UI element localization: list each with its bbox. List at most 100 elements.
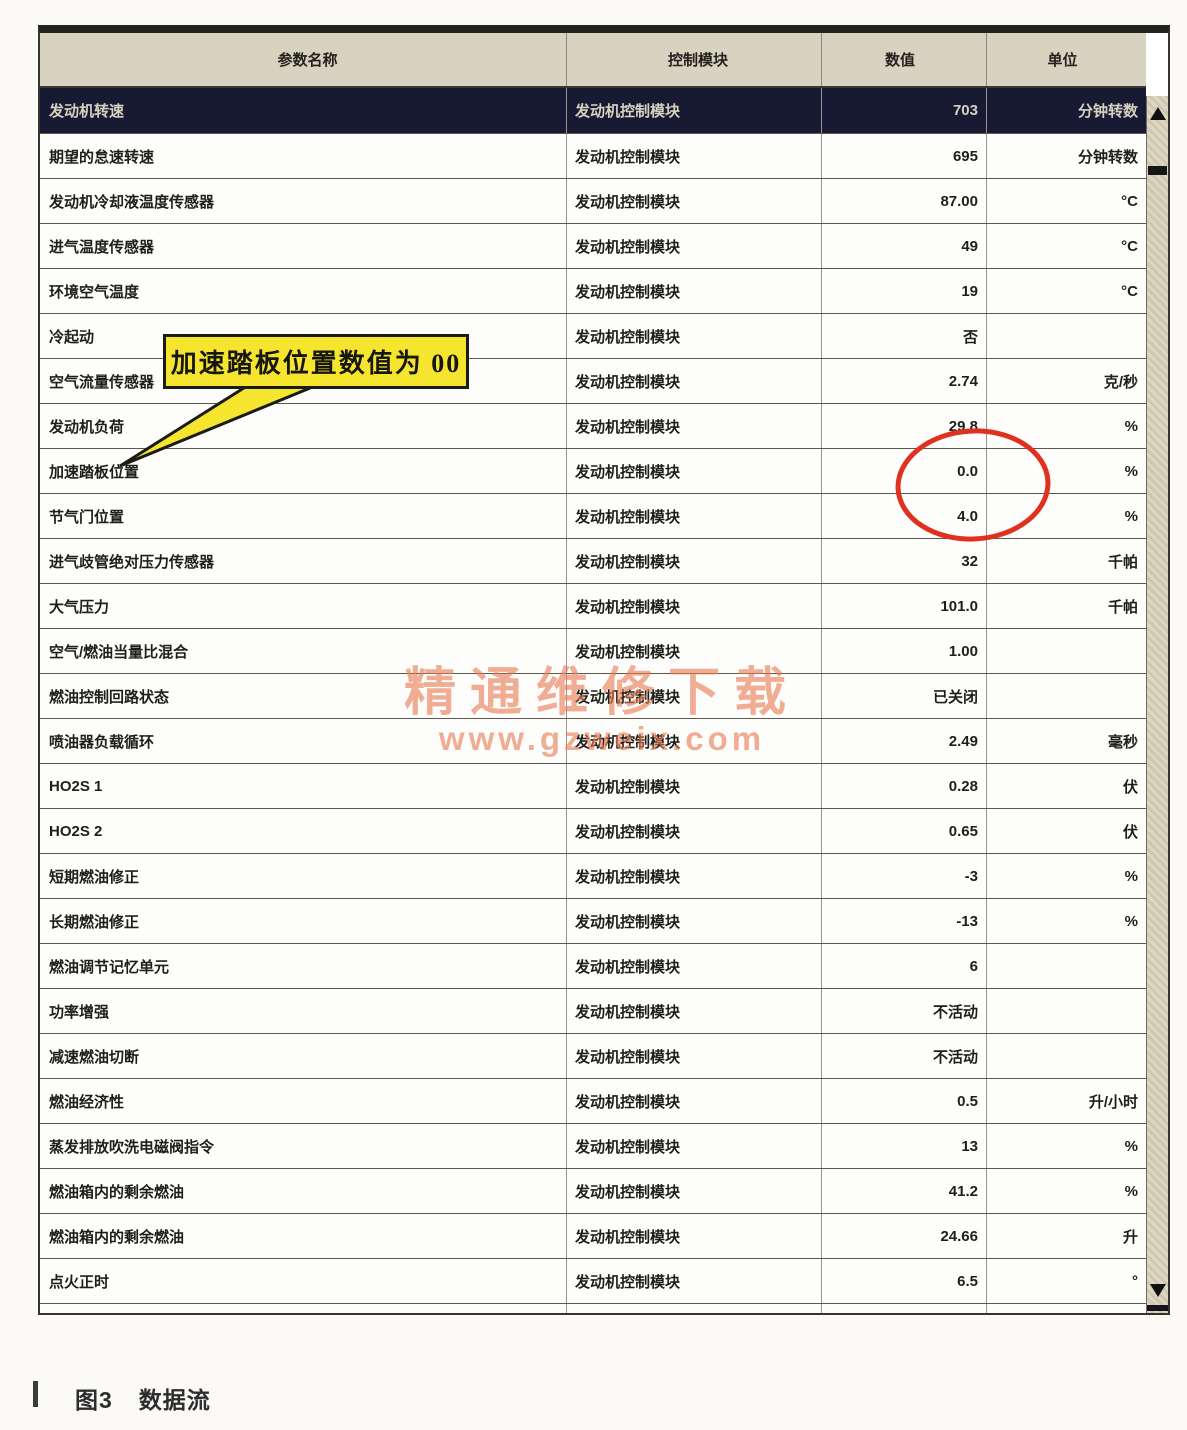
value-cell: 695 xyxy=(822,134,987,178)
table-row[interactable]: 燃油箱内的剩余燃油 发动机控制模块 41.2 % xyxy=(40,1168,1146,1213)
unit-cell xyxy=(987,1304,1146,1313)
value-cell: 101.0 xyxy=(822,584,987,628)
unit-cell: °C xyxy=(1121,237,1138,255)
parameter-name-cell: 长期燃油修正 xyxy=(40,899,567,943)
control-module-cell: 发动机控制模块 xyxy=(567,314,822,358)
unit-cell: % xyxy=(1124,417,1138,435)
table-row[interactable]: 燃油箱内的剩余燃油 发动机控制模块 24.66 升 xyxy=(40,1213,1146,1258)
table-row[interactable]: 空气/燃油当量比混合 发动机控制模块 1.00 xyxy=(40,628,1146,673)
caption-tick-bar xyxy=(33,1381,38,1407)
control-module-cell: 发动机控制模块 xyxy=(567,854,822,898)
scrollbar-thumb[interactable] xyxy=(1148,166,1167,175)
parameter-name-cell: 短期燃油修正 xyxy=(40,854,567,898)
unit-cell: ° xyxy=(1132,1272,1138,1290)
value-cell: 0.65 xyxy=(822,809,987,853)
table-row[interactable]: 进气温度传感器 发动机控制模块 49 °C xyxy=(40,223,1146,268)
table-row[interactable]: 节气门位置 发动机控制模块 4.0 % xyxy=(40,493,1146,538)
parameter-name-cell: 环境空气温度 xyxy=(40,269,567,313)
column-header-module[interactable]: 控制模块 xyxy=(567,33,822,86)
table-row[interactable]: 蒸发排放吹洗电磁阀指令 发动机控制模块 13 % xyxy=(40,1123,1146,1168)
table-row[interactable]: 燃油经济性 发动机控制模块 0.5 升/小时 xyxy=(40,1078,1146,1123)
table-header-row: 参数名称 控制模块 数值 单位 xyxy=(40,33,1146,88)
value-cell: 32 xyxy=(822,539,987,583)
control-module-cell: 发动机控制模块 xyxy=(567,719,822,763)
value-cell: 2.49 xyxy=(822,719,987,763)
scrollbar-end-bar xyxy=(1147,1305,1168,1311)
table-row[interactable]: 环境空气温度 发动机控制模块 19 °C xyxy=(40,268,1146,313)
parameter-name-cell: 点火正时 xyxy=(40,1259,567,1303)
unit-cell xyxy=(987,629,1146,673)
table-row[interactable]: 发动机冷却液温度传感器 发动机控制模块 87.00 °C xyxy=(40,178,1146,223)
value-cell: 49 xyxy=(822,224,987,268)
unit-cell: 分钟转数 xyxy=(1077,148,1138,166)
table-row[interactable]: 加速踏板位置 发动机控制模块 0.0 % xyxy=(40,448,1146,493)
column-header-unit[interactable]: 单位 xyxy=(1047,52,1078,69)
parameter-name-cell: 燃油箱内的剩余燃油 xyxy=(40,1169,567,1213)
table-row[interactable]: 短期燃油修正 发动机控制模块 -3 % xyxy=(40,853,1146,898)
table-row[interactable]: 长期燃油修正 发动机控制模块 -13 % xyxy=(40,898,1146,943)
value-cell: 2.74 xyxy=(822,359,987,403)
table-row[interactable]: 减速燃油切断 发动机控制模块 不活动 xyxy=(40,1033,1146,1078)
table-row[interactable]: 点火正时 发动机控制模块 6.5 ° xyxy=(40,1258,1146,1303)
parameter-name-cell: 节气门位置 xyxy=(40,494,567,538)
parameter-name-cell: HO2S 2 xyxy=(40,809,567,853)
value-cell: 41.2 xyxy=(822,1169,987,1213)
callout-accelerator-pedal: 加速踏板位置数值为 00 xyxy=(163,334,469,389)
value-cell: 6.5 xyxy=(822,1259,987,1303)
table-row[interactable]: 喷油器负载循环 发动机控制模块 2.49 毫秒 xyxy=(40,718,1146,763)
control-module-cell: 发动机控制模块 xyxy=(567,179,822,223)
value-cell: 29.8 xyxy=(822,404,987,448)
parameter-name-cell: 功率增强 xyxy=(40,989,567,1033)
value-cell: -13 xyxy=(822,899,987,943)
control-module-cell: 发动机控制模块 xyxy=(567,944,822,988)
scroll-down-button[interactable] xyxy=(1147,1277,1168,1303)
unit-cell: 千帕 xyxy=(1107,553,1138,571)
value-cell: 4.0 xyxy=(822,494,987,538)
value-cell: 0.28 xyxy=(822,764,987,808)
control-module-cell: 发动机控制模块 xyxy=(567,269,822,313)
table-row[interactable]: HO2S 1 发动机控制模块 0.28 伏 xyxy=(40,763,1146,808)
table-row[interactable]: 点火提前 发动机控制模块 5.0 xyxy=(40,1303,1146,1313)
unit-cell xyxy=(987,989,1146,1033)
table-row[interactable]: 大气压力 发动机控制模块 101.0 千帕 xyxy=(40,583,1146,628)
control-module-cell: 发动机控制模块 xyxy=(567,359,822,403)
figure-number: 图3 xyxy=(75,1387,113,1413)
parameter-name-cell: 发动机负荷 xyxy=(40,404,567,448)
control-module-cell: 发动机控制模块 xyxy=(567,1079,822,1123)
value-cell: 不活动 xyxy=(822,989,987,1033)
table-row[interactable]: 燃油控制回路状态 发动机控制模块 已关闭 xyxy=(40,673,1146,718)
parameter-name-cell: 燃油控制回路状态 xyxy=(40,674,567,718)
control-module-cell: 发动机控制模块 xyxy=(567,134,822,178)
table-row[interactable]: HO2S 2 发动机控制模块 0.65 伏 xyxy=(40,808,1146,853)
control-module-cell: 发动机控制模块 xyxy=(567,224,822,268)
column-header-value[interactable]: 数值 xyxy=(822,33,987,86)
parameter-name-cell: 蒸发排放吹洗电磁阀指令 xyxy=(40,1124,567,1168)
control-module-cell: 发动机控制模块 xyxy=(567,1124,822,1168)
value-cell: 24.66 xyxy=(822,1214,987,1258)
value-cell: 87.00 xyxy=(822,179,987,223)
vertical-scrollbar[interactable] xyxy=(1146,96,1168,1313)
control-module-cell: 发动机控制模块 xyxy=(567,899,822,943)
value-cell: 0.5 xyxy=(822,1079,987,1123)
table-row[interactable]: 发动机转速 发动机控制模块 703 分钟转数 xyxy=(40,88,1146,133)
value-cell: 1.00 xyxy=(822,629,987,673)
parameter-name-cell: 燃油调节记忆单元 xyxy=(40,944,567,988)
parameter-name-cell: 燃油经济性 xyxy=(40,1079,567,1123)
table-row[interactable]: 进气歧管绝对压力传感器 发动机控制模块 32 千帕 xyxy=(40,538,1146,583)
value-cell: 703 xyxy=(822,88,987,133)
table-row[interactable]: 燃油调节记忆单元 发动机控制模块 6 xyxy=(40,943,1146,988)
unit-cell: % xyxy=(1124,1137,1138,1155)
control-module-cell: 发动机控制模块 xyxy=(567,629,822,673)
scroll-up-button[interactable] xyxy=(1147,100,1168,126)
unit-cell: 伏 xyxy=(1122,778,1138,796)
unit-cell: 毫秒 xyxy=(1107,733,1138,751)
value-cell: 13 xyxy=(822,1124,987,1168)
parameter-name-cell: 冷起动 xyxy=(40,314,567,358)
table-row[interactable]: 功率增强 发动机控制模块 不活动 xyxy=(40,988,1146,1033)
control-module-cell: 发动机控制模块 xyxy=(567,584,822,628)
table-row[interactable]: 期望的怠速转速 发动机控制模块 695 分钟转数 xyxy=(40,133,1146,178)
unit-cell: 升 xyxy=(1122,1228,1138,1246)
table-row[interactable]: 发动机负荷 发动机控制模块 29.8 % xyxy=(40,403,1146,448)
value-cell: 6 xyxy=(822,944,987,988)
column-header-parameter[interactable]: 参数名称 xyxy=(40,33,567,86)
